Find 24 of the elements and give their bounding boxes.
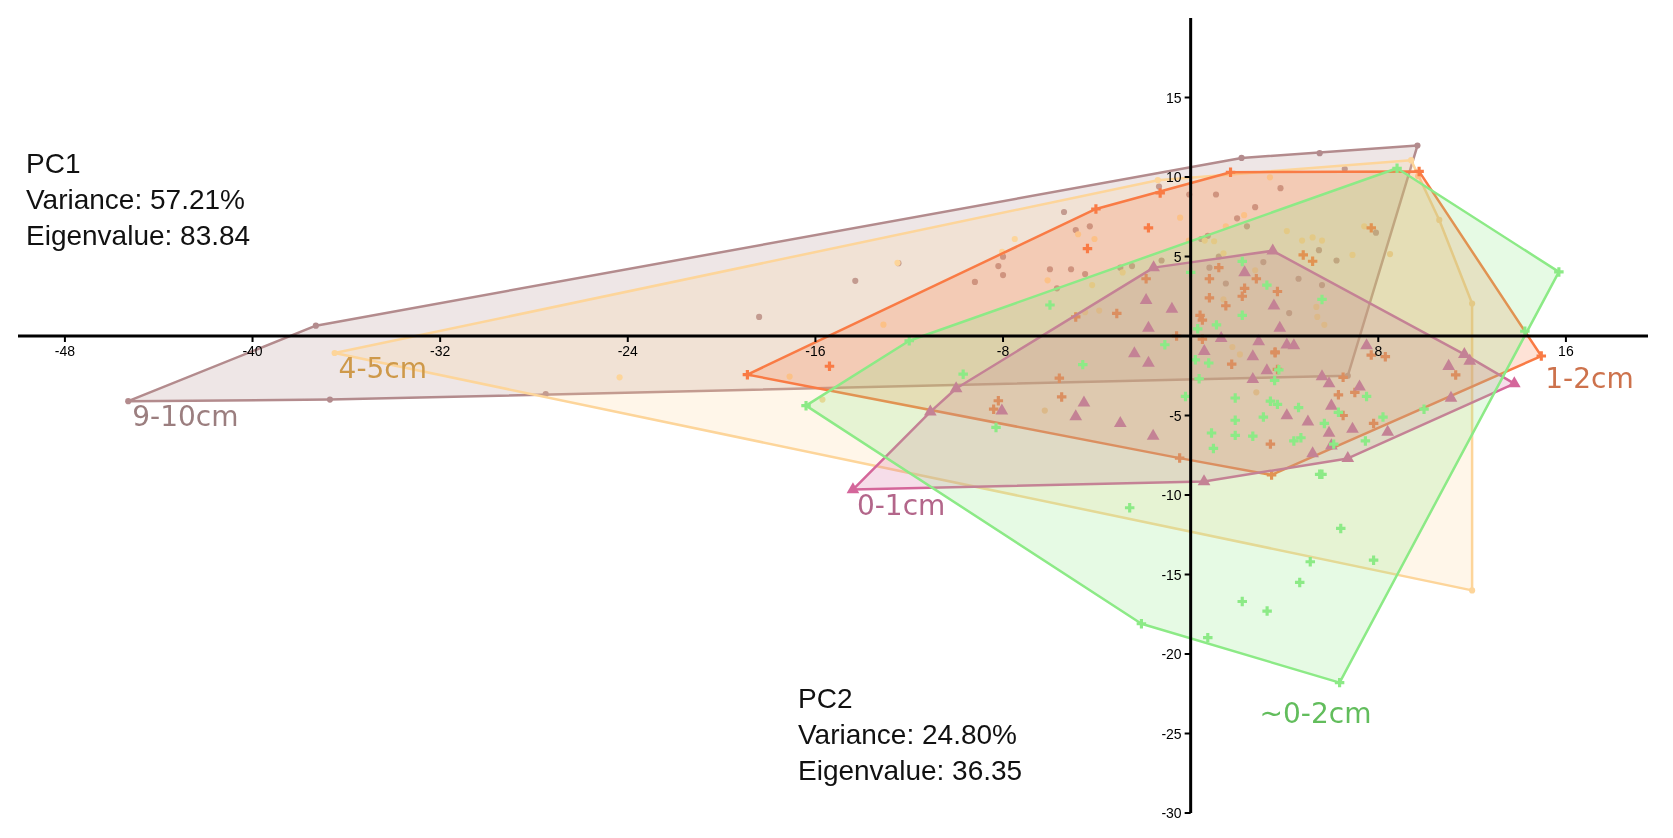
y-tick-label: 10 bbox=[1166, 169, 1182, 185]
x-tick-label: 16 bbox=[1558, 343, 1574, 359]
x-tick-label: -8 bbox=[996, 343, 1010, 359]
series-label: 4-5cm bbox=[338, 352, 428, 386]
y-tick-label: -5 bbox=[1169, 407, 1182, 424]
x-tick-label: -40 bbox=[242, 343, 263, 359]
annotation: PC1 Variance: 57.21% Eigenvalue: 83.84 bbox=[26, 148, 251, 251]
series-label: 0-1cm bbox=[856, 488, 946, 522]
y-tick-label: -30 bbox=[1161, 805, 1182, 821]
x-tick-label: -16 bbox=[805, 343, 826, 359]
series-label: ~0-2cm bbox=[1259, 696, 1372, 730]
series-label: 1-2cm bbox=[1545, 362, 1634, 396]
y-tick-label: -25 bbox=[1161, 725, 1182, 742]
x-tick-label: -24 bbox=[617, 343, 639, 359]
y-tick-label: -15 bbox=[1161, 566, 1182, 583]
y-tick-label: 15 bbox=[1166, 89, 1182, 106]
y-tick-label: -10 bbox=[1161, 487, 1182, 503]
x-tick-label: 8 bbox=[1374, 343, 1383, 359]
x-tick-label: -48 bbox=[54, 343, 76, 359]
y-tick-label: 5 bbox=[1173, 248, 1182, 265]
y-tick-label: -20 bbox=[1161, 646, 1182, 662]
annotation: PC2 Variance: 24.80% Eigenvalue: 36.35 bbox=[798, 683, 1023, 786]
series-label: 9-10cm bbox=[132, 400, 239, 434]
x-tick-label: -32 bbox=[430, 343, 451, 359]
